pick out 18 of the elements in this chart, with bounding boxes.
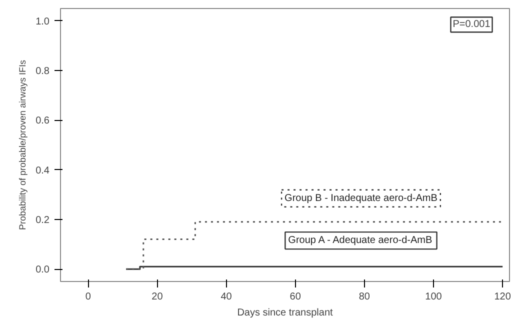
y-axis-title: Probability of probable/proven airways IFIs xyxy=(18,59,28,230)
x-tick-label: 40 xyxy=(220,292,232,302)
x-tick-label: 0 xyxy=(85,292,92,302)
y-tick-label: 1.0 xyxy=(36,16,50,28)
x-tick-label: 60 xyxy=(290,292,302,302)
x-tick-label: 80 xyxy=(358,292,370,302)
y-tick-label: 0.8 xyxy=(36,66,50,78)
y-tick-label: 0.6 xyxy=(36,116,50,127)
text: Group A - Adequate aero-d-AmB xyxy=(288,235,432,246)
x-axis-title: Days since transplant xyxy=(237,308,334,318)
x-tick-label: 120 xyxy=(494,292,512,302)
x-tick-label: 100 xyxy=(425,292,442,302)
x-tick-label: 20 xyxy=(152,292,164,302)
y-tick-label: 0.4 xyxy=(36,165,50,176)
y-tick-label: 0.0 xyxy=(36,264,50,276)
series-label: Group B - Inadequate aero-d-AmB xyxy=(284,192,438,204)
annotation: P=0.001 xyxy=(452,19,491,30)
y-tick-label: 0.2 xyxy=(36,214,50,226)
